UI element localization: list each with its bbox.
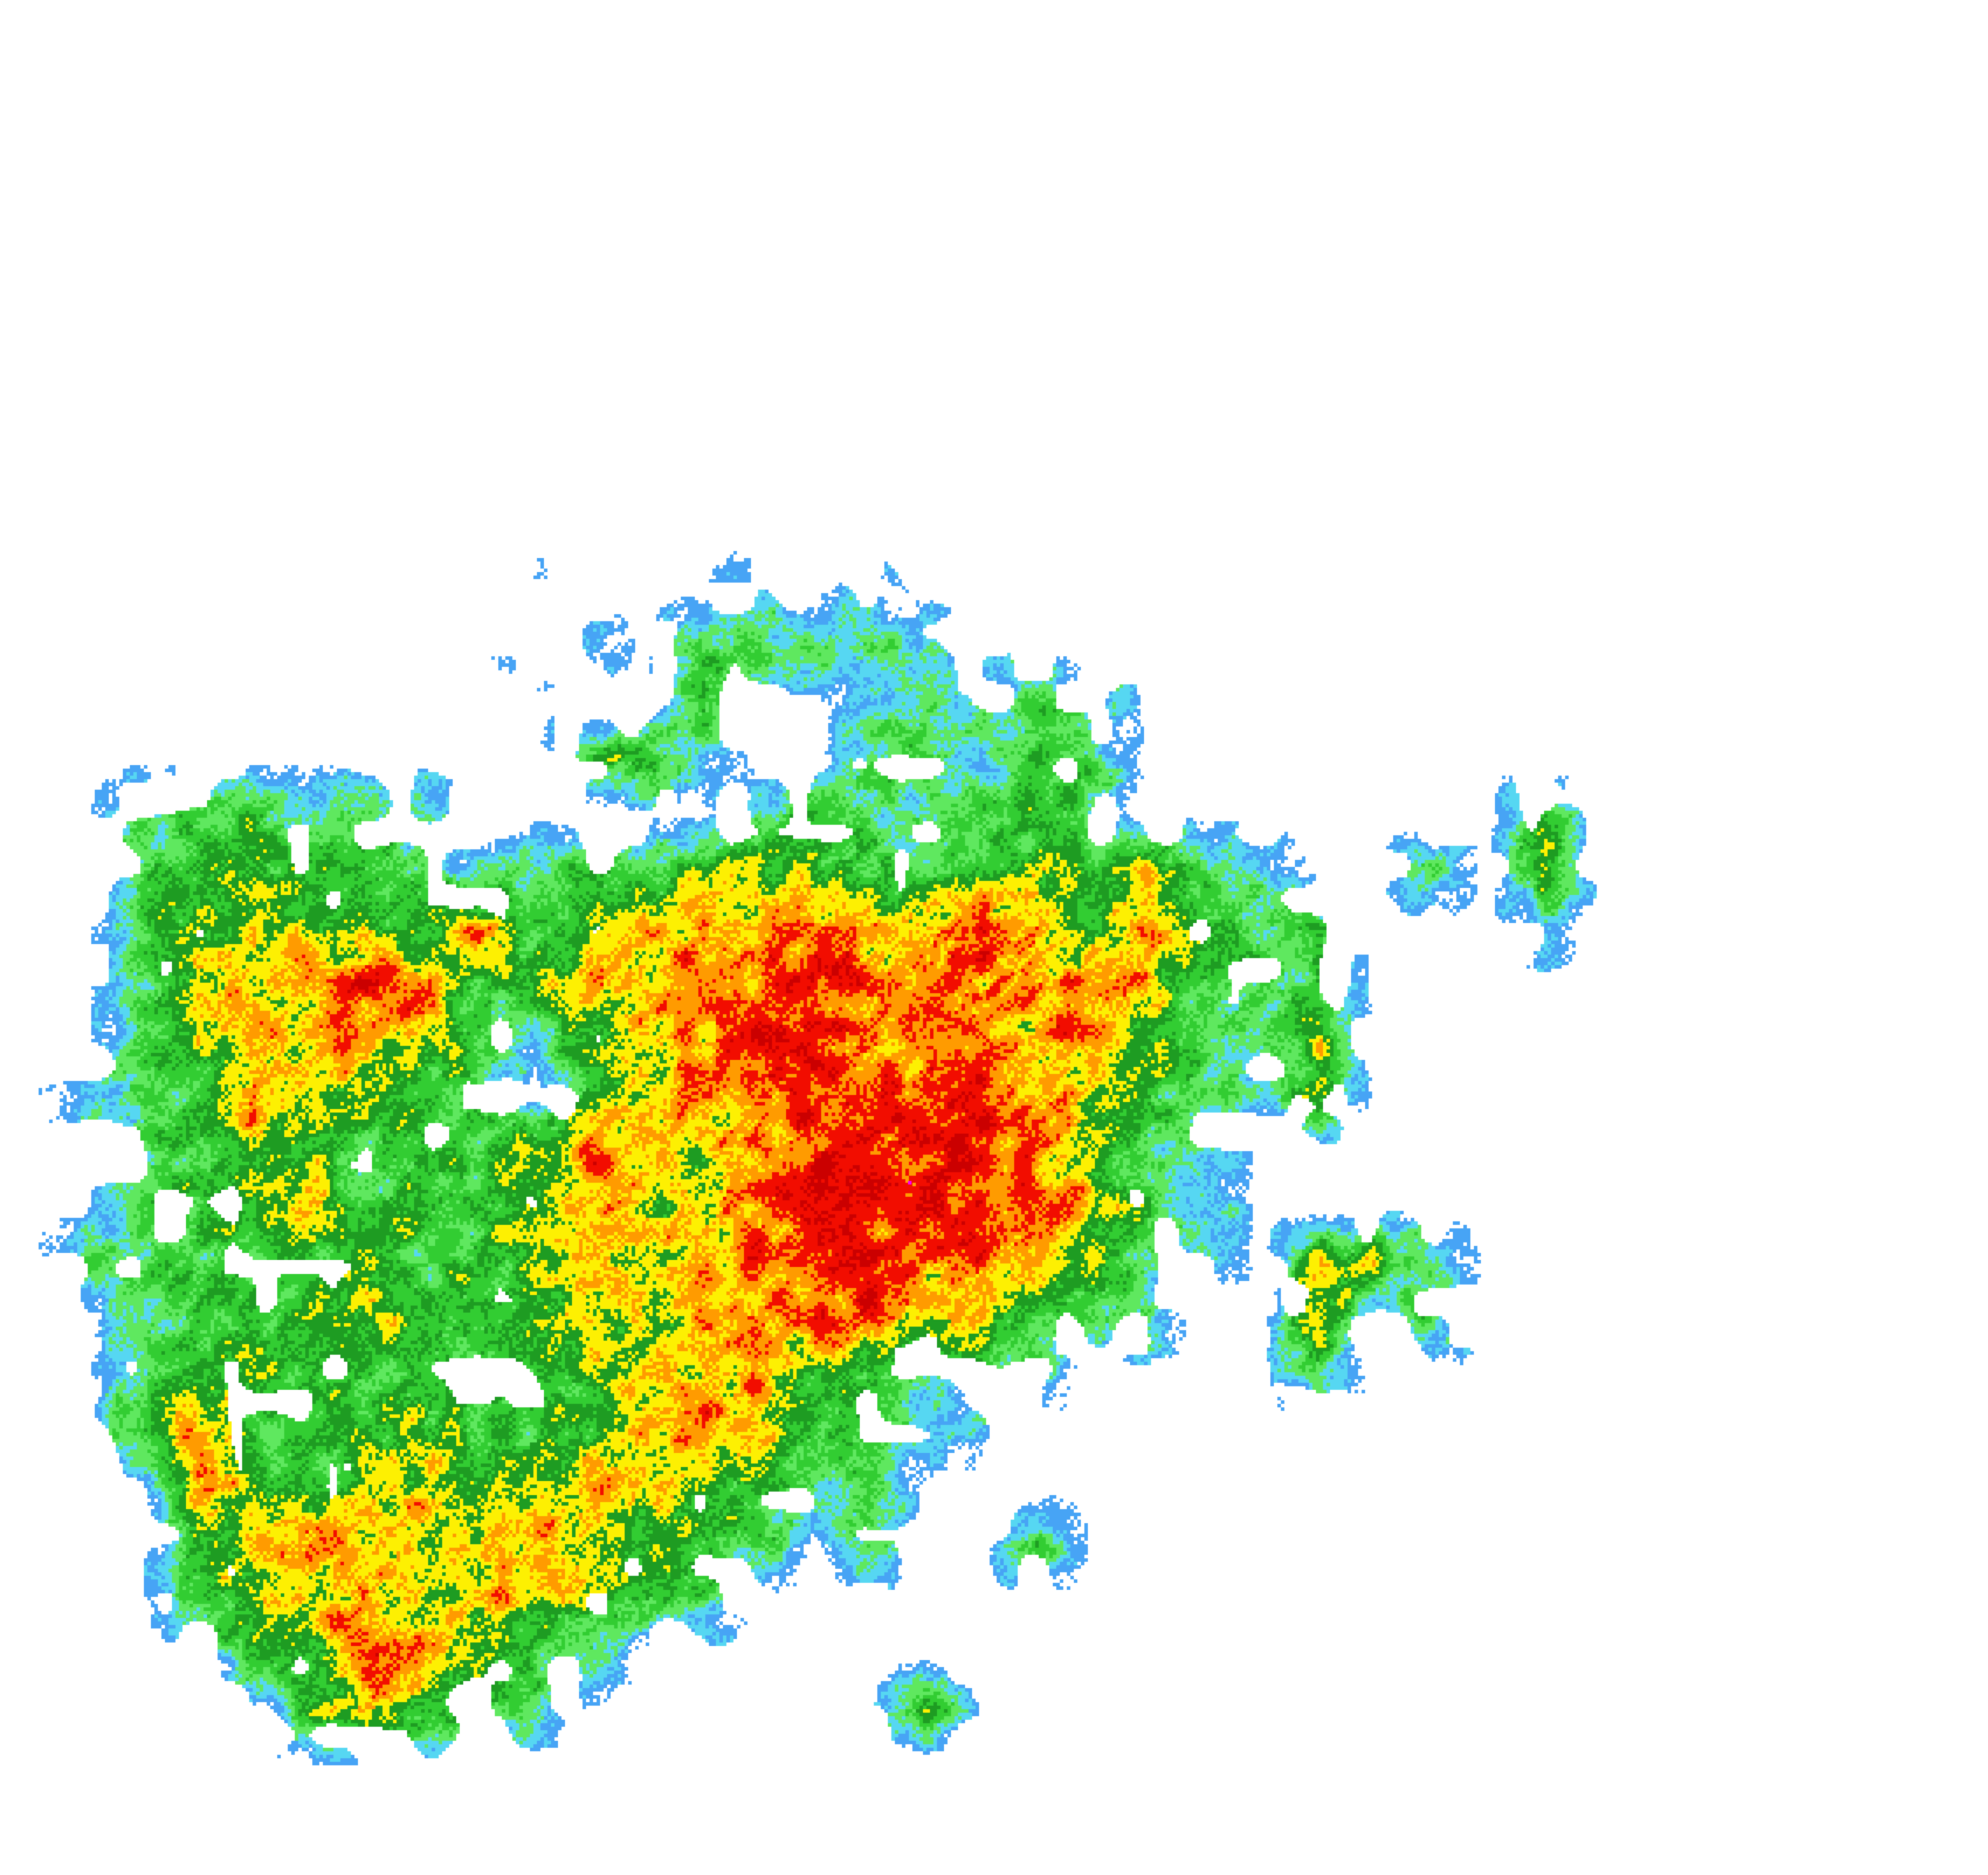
radar-view [0,0,1988,1875]
radar-reflectivity-canvas [0,0,1988,1875]
